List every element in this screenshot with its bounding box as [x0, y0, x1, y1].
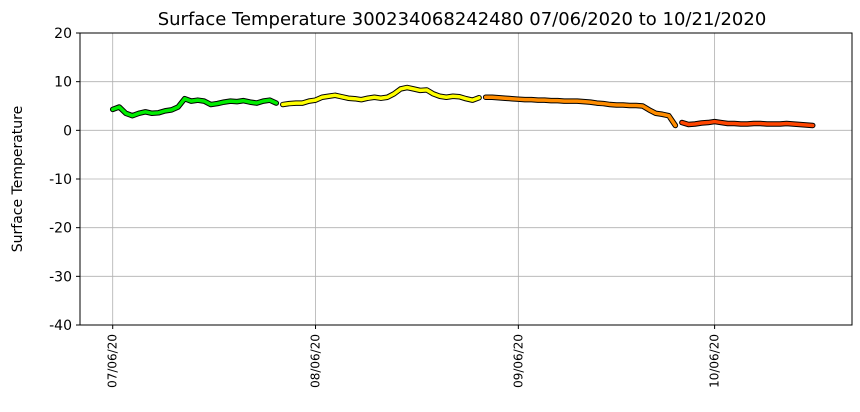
line [110, 96, 279, 118]
y-tick-label: 0 [63, 123, 72, 139]
y-tick-label: 20 [54, 26, 72, 42]
line [483, 95, 678, 128]
y-tick-label: -10 [49, 172, 72, 188]
chart-title: Surface Temperature 300234068242480 07/0… [158, 9, 767, 30]
x-tick-label: 10/06/20 [708, 334, 722, 388]
y-tick-label: -20 [49, 221, 72, 237]
y-axis-label: Surface Temperature [10, 106, 26, 252]
y-tick-label: -30 [49, 269, 72, 285]
x-tick-label: 08/06/20 [309, 334, 323, 388]
y-tick-label: 10 [54, 75, 72, 91]
line [281, 85, 481, 107]
x-tick-label: 07/06/20 [106, 334, 120, 388]
plot-frame [79, 32, 853, 326]
y-tick-label: -40 [49, 318, 72, 334]
line [680, 119, 815, 128]
x-tick-label: 09/06/20 [511, 334, 525, 388]
